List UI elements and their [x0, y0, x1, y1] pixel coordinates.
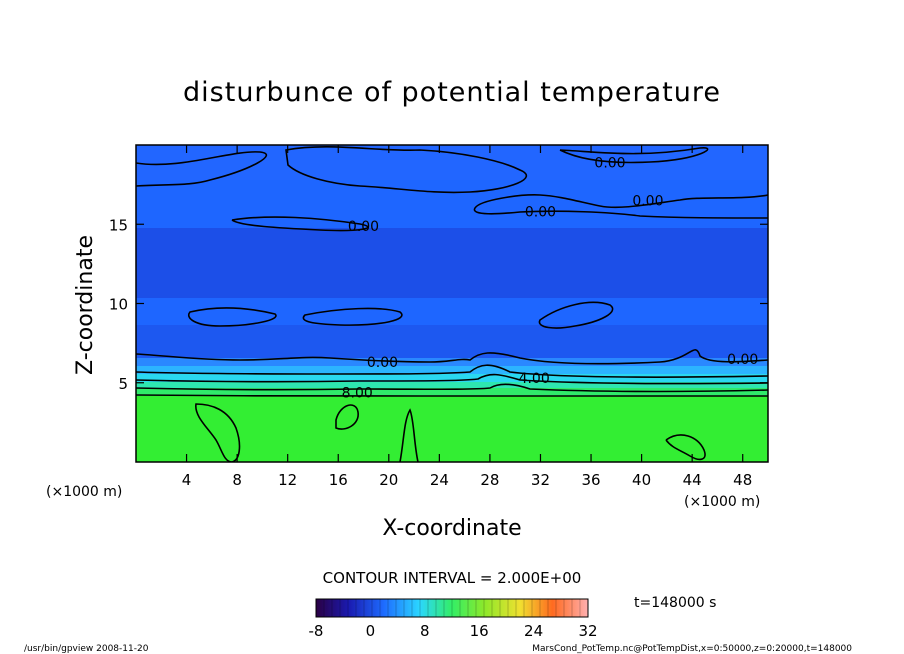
- contour-label: 0.00: [525, 205, 556, 221]
- contour-label: 0.00: [367, 355, 398, 371]
- footer-left: /usr/bin/gpview 2008-11-20: [24, 644, 149, 654]
- contour-label: 0.00: [632, 193, 663, 209]
- contour-labels: 0.00 0.00 0.00 0.00 0.00 0.00 4.00 8.00: [342, 155, 759, 401]
- surface-layer-fill: [136, 396, 768, 462]
- y-tick-label: 5: [118, 375, 128, 393]
- time-label: t=148000 s: [634, 595, 716, 611]
- contour-label: 4.00: [519, 371, 550, 387]
- colorbar-tick-label: 24: [524, 622, 543, 640]
- contour-band-right: [538, 301, 614, 329]
- upper-layer-top: [136, 145, 768, 180]
- y-tick-label: 10: [109, 296, 128, 314]
- contour-label: 0.00: [348, 219, 379, 235]
- y-axis-label: Z-coordinate: [73, 235, 98, 375]
- x-tick-label: 20: [379, 471, 398, 489]
- x-tick-label: 32: [531, 471, 550, 489]
- contour-8-lower: [136, 383, 768, 393]
- x-tick-label: 44: [683, 471, 702, 489]
- chart-title: disturbunce of potential temperature: [183, 77, 721, 108]
- contour-cell-right: [665, 434, 706, 461]
- contour-interval-caption: CONTOUR INTERVAL = 2.000E+00: [323, 569, 582, 587]
- x-axis-label: X-coordinate: [382, 516, 521, 541]
- colorbar-tick-label: 8: [420, 622, 430, 640]
- colorbar: [315, 598, 589, 618]
- contour-label: 0.00: [594, 155, 625, 171]
- contour-band-mid2: [302, 307, 403, 326]
- plot-area: [136, 145, 768, 462]
- x-tick-label: 16: [329, 471, 348, 489]
- x-tick-label: 8: [232, 471, 242, 489]
- contour-6-lower: [136, 373, 768, 385]
- contour-10-lower: [136, 394, 768, 397]
- colorbar-tick-label: 32: [578, 622, 597, 640]
- x-axis-ticks: 4 8 12 16 20 24 28 32 36 40 44 48: [182, 145, 752, 489]
- contour-lines: [136, 146, 768, 462]
- colorbar-tick-label: 0: [366, 622, 376, 640]
- contour-right-upper: [473, 194, 768, 219]
- contour-band-mid: [188, 307, 277, 327]
- x-tick-label: 4: [182, 471, 192, 489]
- colorbar-stripes: [323, 599, 581, 617]
- contour-4-lower: [136, 364, 768, 378]
- x-tick-label: 28: [480, 471, 499, 489]
- y-tick-label: 15: [109, 216, 128, 234]
- transition-band-4: [136, 382, 768, 388]
- contour-cell-left: [195, 403, 241, 462]
- y-axis-ticks: 5 10 15: [109, 216, 768, 393]
- x-tick-label: 12: [278, 471, 297, 489]
- x-tick-label: 24: [430, 471, 449, 489]
- contour-label: 8.00: [342, 385, 373, 401]
- colorbar-ticks: -8 0 8 16 24 32: [309, 622, 598, 640]
- contour-top-left: [136, 151, 268, 187]
- x-unit-left: (×1000 m): [46, 484, 122, 500]
- contour-top-mid: [285, 146, 528, 194]
- contour-top-right: [559, 147, 709, 164]
- transition-band-1: [136, 358, 768, 366]
- contour-zero-lower: [136, 349, 768, 365]
- contour-label: 0.00: [727, 352, 758, 368]
- mid-band-dark: [136, 228, 768, 298]
- x-tick-label: 36: [581, 471, 600, 489]
- x-tick-label: 48: [733, 471, 752, 489]
- lower-band-dark: [136, 325, 768, 358]
- contour-left-upper: [231, 216, 369, 232]
- colorbar-tick-label: -8: [309, 622, 324, 640]
- colorbar-tick-label: 16: [470, 622, 489, 640]
- contour-cell-center: [399, 408, 419, 462]
- transition-band-3: [136, 374, 768, 382]
- x-tick-label: 40: [632, 471, 651, 489]
- transition-band-2: [136, 366, 768, 374]
- x-unit-right: (×1000 m): [684, 494, 760, 510]
- contour-cell-mid: [335, 404, 359, 430]
- footer-right: MarsCond_PotTemp.nc@PotTempDist,x=0:5000…: [532, 644, 852, 654]
- transition-band-5: [136, 388, 768, 396]
